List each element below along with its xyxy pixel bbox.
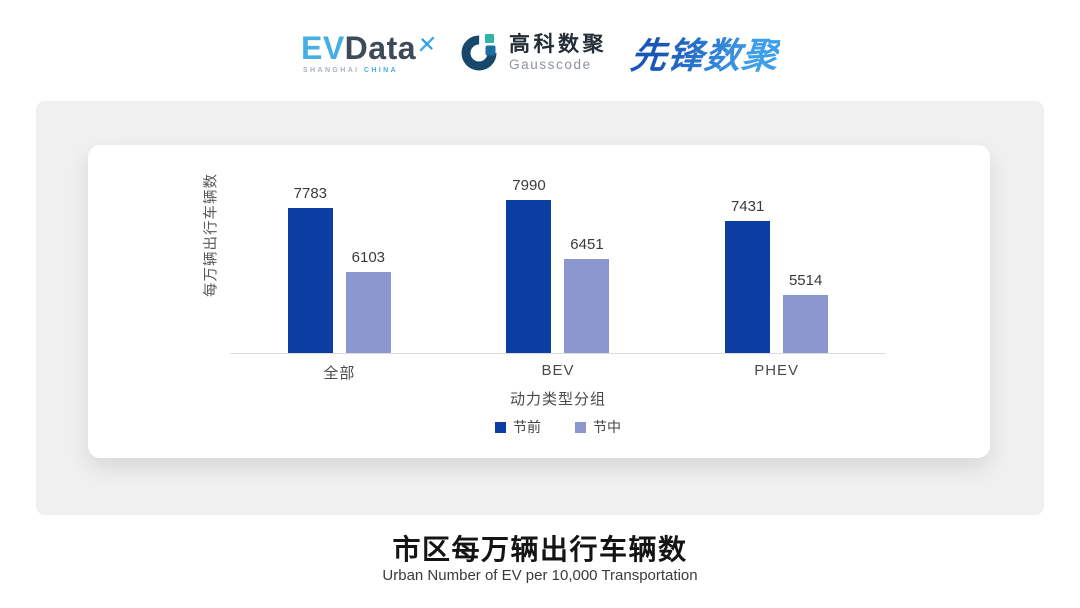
bar-wrap: 7990 — [506, 177, 552, 353]
legend-item: 节前 — [495, 417, 541, 437]
evdata-wordmark: EV Data — [301, 32, 436, 64]
evdata-ev-text: EV — [300, 30, 345, 66]
gausscode-logo: 高科数聚 Gausscode — [460, 31, 607, 76]
category-label: PHEV — [754, 362, 800, 379]
logo-row: EV Data SHANGHAI CHINA — [0, 18, 1080, 88]
gausscode-icon — [460, 31, 500, 76]
x-axis-line — [230, 353, 886, 354]
bar-wrap: 6103 — [345, 249, 391, 353]
legend-label: 节中 — [593, 419, 621, 435]
page-subtitle: Urban Number of EV per 10,000 Transporta… — [382, 567, 698, 584]
x-axis-label: 动力类型分组 — [509, 391, 606, 408]
bar-group: 7783 6103 全部 — [287, 145, 391, 383]
pioneer-logo: 先锋数聚 — [628, 27, 781, 79]
bar-value-label: 7431 — [730, 198, 765, 216]
legend-label: 节前 — [513, 419, 541, 435]
bar-节中 — [345, 272, 391, 353]
legend: 节前 节中 — [230, 417, 886, 437]
bar-value-label: 5514 — [788, 271, 823, 289]
legend-swatch — [575, 421, 586, 433]
plot-area: 7783 6103 全部 7990 6451 BEV 7431 5514 PHEV — [230, 145, 886, 385]
bar-value-label: 7783 — [293, 184, 328, 202]
bar-wrap: 7431 — [725, 198, 771, 353]
bar-wrap: 6451 — [564, 236, 610, 353]
evdata-logo: EV Data SHANGHAI CHINA — [301, 32, 436, 74]
page-title: 市区每万辆出行车辆数 — [392, 534, 688, 565]
category-label: 全部 — [323, 365, 356, 382]
evdata-data-text: Data — [344, 30, 417, 66]
y-axis-label: 每万辆出行车辆数 — [203, 173, 220, 297]
bar-group: 7990 6451 BEV — [506, 145, 610, 379]
bar-value-label: 6103 — [351, 249, 386, 267]
evdata-subtext: SHANGHAI CHINA — [303, 67, 398, 74]
evdata-subtext-china: CHINA — [363, 67, 399, 74]
gausscode-en-text: Gausscode — [509, 56, 592, 72]
bars-row: 7783 6103 全部 7990 6451 BEV 7431 5514 PHEV — [230, 145, 886, 385]
legend-item: 节中 — [575, 417, 621, 437]
gausscode-wordmark: 高科数聚 Gausscode — [509, 32, 608, 72]
chart-card: 每万辆出行车辆数 7783 6103 全部 7990 6451 BEV 7431 5514 PH… — [88, 145, 990, 458]
bar-group: 7431 5514 PHEV — [725, 145, 829, 379]
bar-节中 — [783, 294, 829, 353]
bar-节中 — [564, 258, 610, 353]
evdata-subtext-shanghai: SHANGHAI — [302, 67, 360, 74]
evdata-x-icon — [418, 26, 436, 58]
bar-节前 — [725, 221, 771, 353]
bar-wrap: 7783 — [287, 185, 333, 353]
bar-value-label: 7990 — [512, 176, 546, 194]
category-label: BEV — [541, 362, 575, 379]
bar-wrap: 5514 — [783, 272, 829, 353]
legend-swatch — [495, 421, 506, 433]
bar-节前 — [287, 207, 333, 353]
bar-value-label: 6451 — [570, 235, 604, 253]
gausscode-cn-text: 高科数聚 — [509, 32, 608, 56]
bar-节前 — [506, 199, 552, 353]
